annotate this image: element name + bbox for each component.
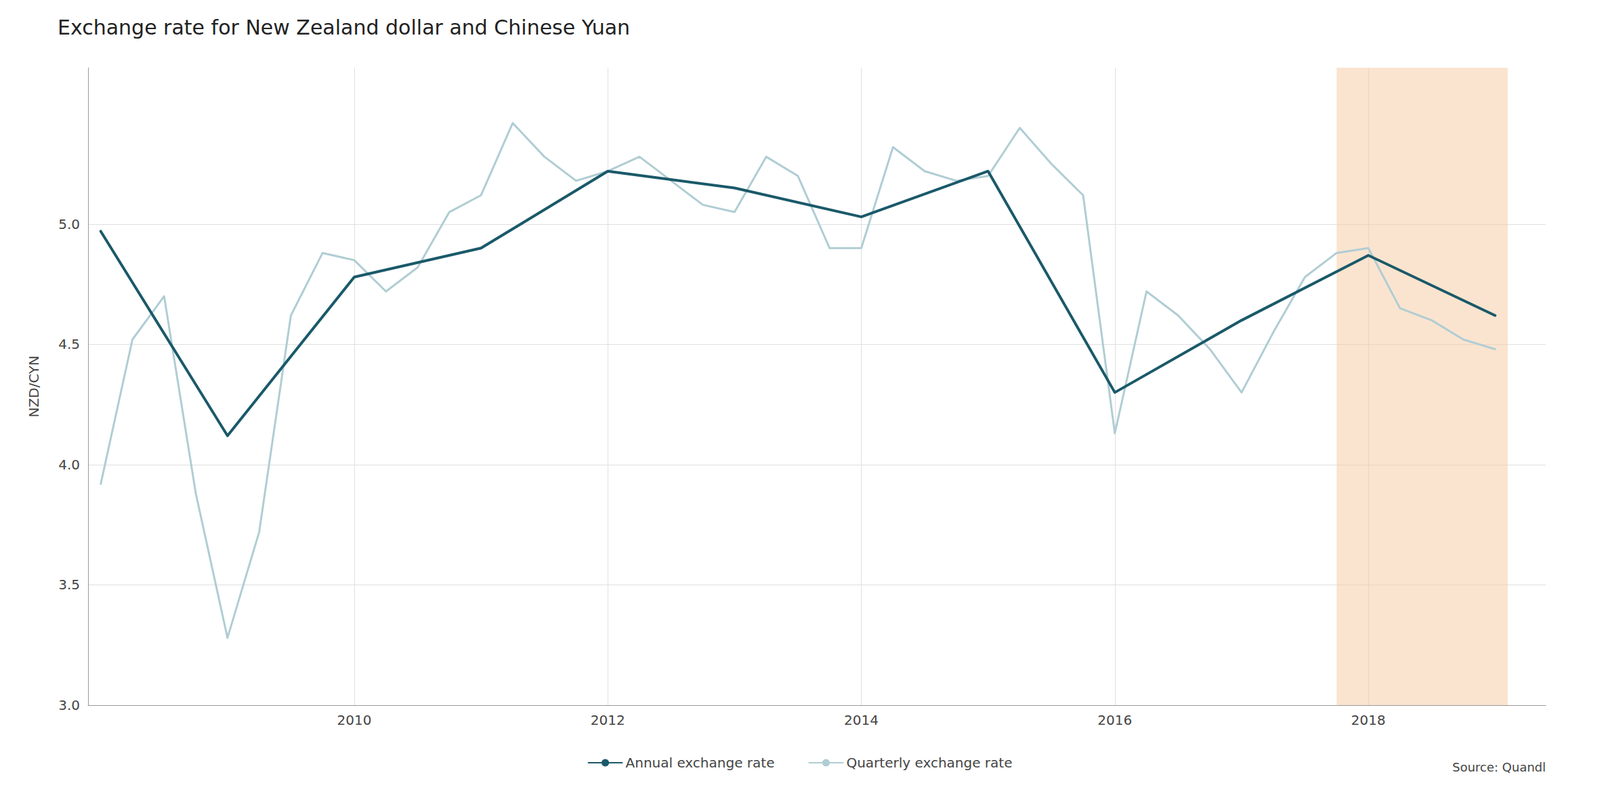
- svg-text:Quarterly exchange rate: Quarterly exchange rate: [846, 754, 1013, 771]
- svg-text:Exchange rate for New Zealand: Exchange rate for New Zealand dollar and…: [57, 15, 630, 40]
- svg-text:4.0: 4.0: [58, 456, 80, 473]
- svg-text:Source: Quandl: Source: Quandl: [1452, 760, 1546, 775]
- svg-text:Annual exchange rate: Annual exchange rate: [625, 754, 775, 771]
- svg-text:4.5: 4.5: [58, 335, 80, 353]
- svg-text:2014: 2014: [844, 711, 879, 729]
- svg-text:NZD/CYN: NZD/CYN: [25, 355, 42, 418]
- svg-text:2010: 2010: [337, 711, 372, 729]
- svg-text:3.0: 3.0: [58, 697, 80, 714]
- svg-text:5.0: 5.0: [58, 216, 80, 233]
- svg-text:2018: 2018: [1351, 711, 1386, 729]
- svg-text:3.5: 3.5: [58, 576, 80, 593]
- svg-text:2016: 2016: [1097, 711, 1132, 729]
- svg-text:2012: 2012: [590, 711, 626, 729]
